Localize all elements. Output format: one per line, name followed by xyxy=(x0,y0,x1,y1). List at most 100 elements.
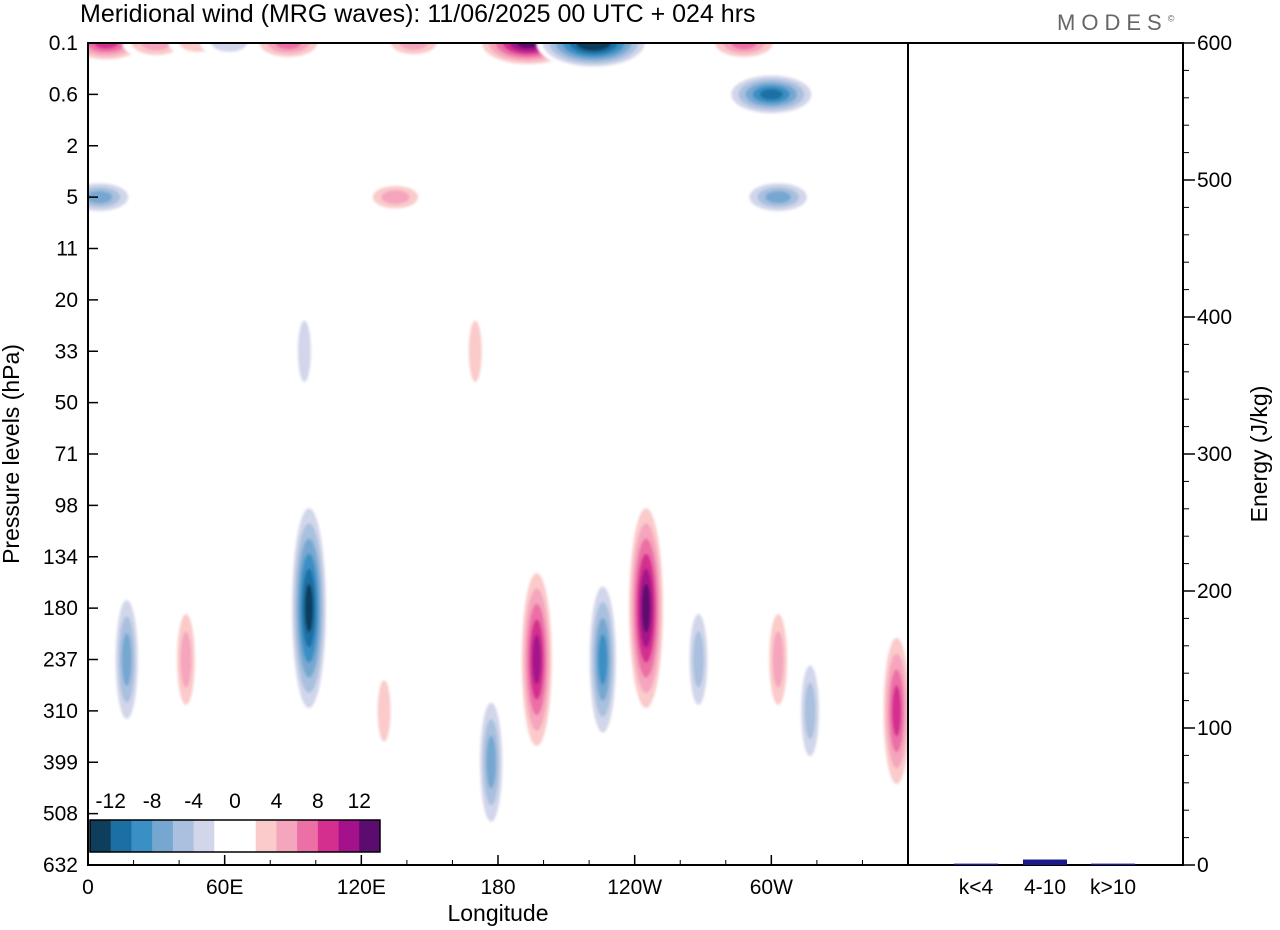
contour-level xyxy=(468,320,482,383)
y-tick-label: 2 xyxy=(66,135,78,158)
colorbar-swatch xyxy=(110,820,132,852)
colorbar: -12 -8 -4 0 4 8 12 xyxy=(89,790,381,853)
y-tick-label: 71 xyxy=(55,443,78,466)
contour-cell-5 xyxy=(382,43,446,59)
contour-level xyxy=(297,320,311,383)
contour-level xyxy=(892,685,902,737)
contour-level xyxy=(304,583,314,633)
y-tick-label: 11 xyxy=(56,238,78,261)
contour-cell-18 xyxy=(373,660,395,761)
contour-level xyxy=(772,631,784,688)
energy-bar xyxy=(1091,863,1135,865)
contour-cell-7 xyxy=(536,43,652,70)
contour-cell-19 xyxy=(476,686,506,839)
x-tick-label: 60E xyxy=(206,876,243,899)
y-tick-label: 33 xyxy=(55,340,78,363)
colorbar-swatch xyxy=(235,820,257,852)
energy-panel-frame xyxy=(907,42,1184,866)
colorbar-swatch xyxy=(276,820,298,852)
contour-cell-12 xyxy=(741,179,815,215)
contour-level xyxy=(532,634,542,685)
contour-cell-11 xyxy=(363,181,428,213)
contour-cell-17 xyxy=(173,596,199,723)
contour-cell-15 xyxy=(289,493,329,724)
y-tick-label: 0.6 xyxy=(49,83,78,106)
energy-tick-label: 0 xyxy=(1197,854,1209,877)
contour-cell-25 xyxy=(797,647,823,774)
x-tick-label: 120E xyxy=(337,876,386,899)
contour-cell-23 xyxy=(686,596,711,723)
heatmap-contours xyxy=(88,43,908,839)
colorbar-label: 12 xyxy=(348,790,371,813)
energy-category-label: 4-10 xyxy=(1024,876,1066,899)
contour-cell-1 xyxy=(122,43,191,60)
energy-axis-label: Energy (J/kg) xyxy=(1246,386,1272,523)
energy-bar xyxy=(954,863,998,865)
contour-cell-26 xyxy=(880,621,908,800)
y-tick-label: 237 xyxy=(43,649,78,672)
x-axis-label: Longitude xyxy=(447,900,548,926)
colorbar-frame xyxy=(89,819,381,853)
colorbar-swatch xyxy=(90,820,112,852)
y-tick-label: 98 xyxy=(55,494,78,517)
energy-bar xyxy=(1023,859,1067,865)
contour-level xyxy=(211,43,248,52)
contour-cell-14 xyxy=(293,301,315,402)
y-tick-label: 20 xyxy=(55,289,78,312)
contour-cell-10 xyxy=(88,179,137,215)
contour-level xyxy=(759,88,783,100)
colorbar-swatch xyxy=(131,820,153,852)
contour-cell-8 xyxy=(707,43,781,61)
energy-category-label: k>10 xyxy=(1090,876,1136,899)
colorbar-label: 4 xyxy=(271,790,283,813)
contour-level xyxy=(94,43,119,49)
energy-axis: 0 100 200 300 400 500 600 xyxy=(1183,32,1232,877)
contour-level xyxy=(486,735,497,789)
y-tick-label: 399 xyxy=(43,751,78,774)
contour-cell-13 xyxy=(464,301,486,402)
energy-tick-label: 300 xyxy=(1197,443,1232,466)
contour-level xyxy=(377,680,391,742)
logo-mark-icon: © xyxy=(1167,13,1175,24)
chart-title: Meridional wind (MRG waves): 11/06/2025 … xyxy=(80,0,756,28)
y-tick-label: 5 xyxy=(66,186,78,209)
contour-cell-9 xyxy=(724,72,819,117)
colorbar-swatch xyxy=(172,820,195,852)
energy-category-label: k<4 xyxy=(959,876,994,899)
colorbar-swatch xyxy=(359,820,381,852)
colorbar-label: -12 xyxy=(96,790,126,813)
modes-logo: MODES© xyxy=(1057,10,1174,36)
y-axis: 0.1 0.6 2 5 11 20 33 50 71 98 134 180 237 310 399 508 63… xyxy=(43,32,98,877)
energy-tick-label: 600 xyxy=(1197,32,1232,55)
colorbar-swatch xyxy=(193,820,215,852)
y-tick-label: 310 xyxy=(43,700,78,723)
y-tick-label: 180 xyxy=(43,597,78,620)
contour-level xyxy=(692,631,704,688)
y-axis-label: Pressure levels (hPa) xyxy=(0,344,24,564)
contour-level xyxy=(141,43,172,51)
y-tick-label: 134 xyxy=(43,546,78,569)
colorbar-swatch xyxy=(338,820,360,852)
contour-level xyxy=(180,631,192,688)
x-axis: 0 60E 120E 180 120W 60W xyxy=(82,855,909,899)
contour-level xyxy=(275,43,302,50)
contour-level xyxy=(582,43,605,48)
logo-text: MODES xyxy=(1057,10,1168,35)
contour-level xyxy=(381,190,410,205)
y-tick-label: 50 xyxy=(55,392,78,415)
colorbar-label: -4 xyxy=(184,790,203,813)
colorbar-label: -8 xyxy=(143,790,162,813)
y-tick-label: 508 xyxy=(43,803,78,826)
contour-cell-3 xyxy=(200,43,259,58)
contour-level xyxy=(731,43,757,50)
colorbar-swatch xyxy=(317,820,340,852)
contour-cell-20 xyxy=(518,557,555,762)
contour-level xyxy=(516,43,539,49)
colorbar-label: 8 xyxy=(312,790,324,813)
contour-level xyxy=(121,633,132,686)
x-tick-label: 180 xyxy=(480,876,515,899)
x-tick-label: 60W xyxy=(750,876,793,899)
contour-cell-16 xyxy=(112,583,141,736)
y-tick-label: 632 xyxy=(43,854,78,877)
